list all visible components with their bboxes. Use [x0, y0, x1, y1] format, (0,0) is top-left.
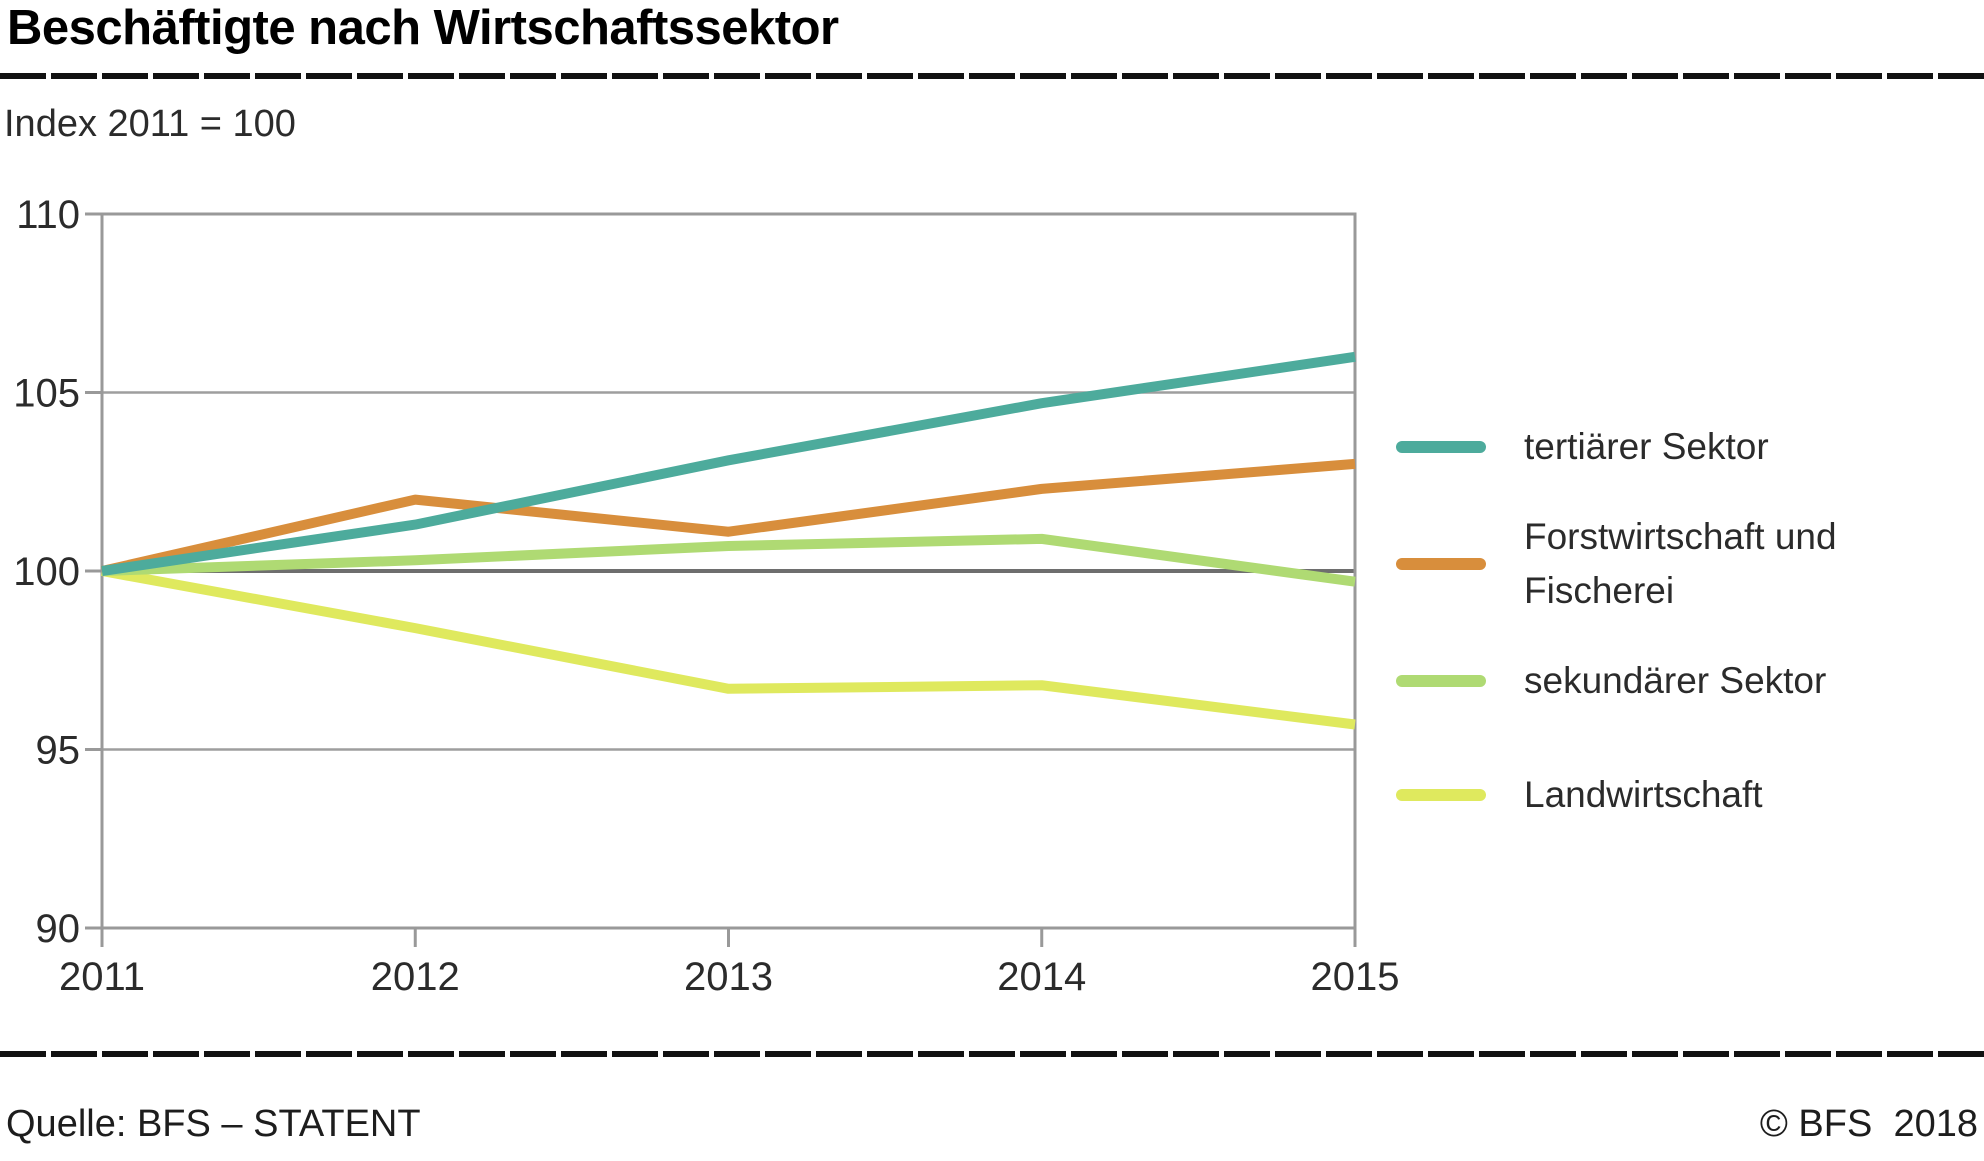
source-note: Quelle: BFS – STATENT: [6, 1103, 421, 1145]
legend-label-line: Forstwirtschaft und: [1524, 516, 1837, 557]
svg-text:2015: 2015: [1311, 955, 1400, 999]
legend-label: tertiärer Sektor: [1524, 420, 1769, 474]
svg-text:105: 105: [13, 372, 80, 416]
svg-text:2012: 2012: [371, 955, 460, 999]
page-title: Beschäftigte nach Wirtschaftssektor: [7, 1, 839, 55]
legend-label-line: sekundärer Sektor: [1524, 660, 1827, 701]
svg-text:100: 100: [13, 550, 80, 594]
legend: tertiärer Sektor Forstwirtschaft und Fis…: [1396, 0, 1956, 900]
svg-text:2011: 2011: [59, 955, 145, 999]
legend-label-line: Landwirtschaft: [1524, 774, 1763, 815]
copyright-note: © BFS 2018: [1759, 1103, 1978, 1145]
legend-label-line: tertiärer Sektor: [1524, 426, 1769, 467]
legend-label-line: Fischerei: [1524, 570, 1675, 611]
chart-subtitle: Index 2011 = 100: [4, 103, 296, 145]
svg-text:110: 110: [16, 193, 80, 237]
legend-label: Landwirtschaft: [1524, 768, 1763, 822]
top-rule: [0, 73, 1984, 79]
svg-text:90: 90: [36, 907, 81, 951]
svg-text:2013: 2013: [684, 955, 773, 999]
line-chart: 90 95 100 105 110 2011 2012 2013 2014 2015: [13, 193, 1400, 999]
legend-label: sekundärer Sektor: [1524, 654, 1826, 708]
svg-text:95: 95: [36, 729, 81, 773]
legend-label: Forstwirtschaft und Fischerei: [1524, 510, 1837, 618]
bottom-rule: [0, 1051, 1984, 1057]
svg-text:2014: 2014: [997, 955, 1086, 999]
